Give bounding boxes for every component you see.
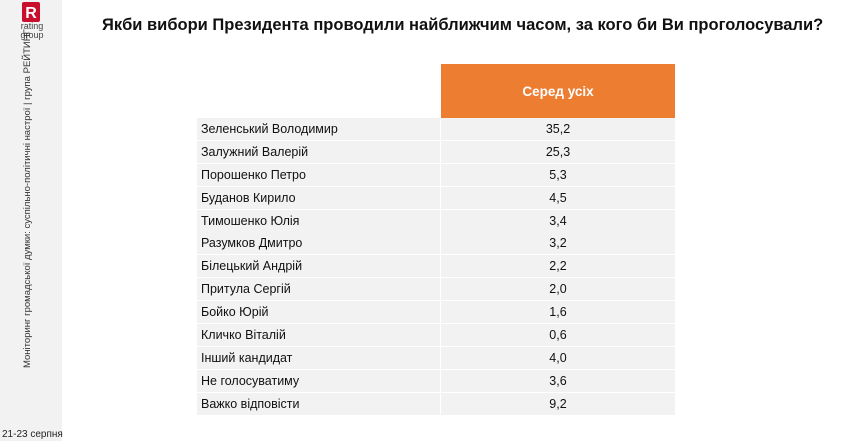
- candidate-value: 2,2: [549, 259, 567, 274]
- candidate-value: 9,2: [549, 396, 567, 411]
- table-row: Білецький Андрій 2,2: [197, 255, 675, 278]
- candidate-value: 0,6: [549, 328, 567, 343]
- candidate-value: 3,6: [549, 373, 567, 388]
- candidate-name: Кличко Віталій: [197, 324, 441, 347]
- sidebar: R rating group Моніторинг громадської ду…: [0, 0, 63, 441]
- candidate-name: Не голосуватиму: [197, 369, 441, 392]
- candidate-value: 35,2: [545, 122, 571, 136]
- logo-r-icon: R: [20, 2, 42, 22]
- table-row: Бойко Юрій 1,6: [197, 301, 675, 324]
- rating-group-logo: R rating group: [10, 2, 54, 40]
- candidate-value: 3,4: [549, 213, 567, 228]
- candidate-value: 4,0: [549, 350, 567, 365]
- candidate-value: 4,5: [549, 190, 567, 205]
- table-row: Важко відповісти 9,2: [197, 392, 675, 415]
- results-table: Серед усіх Зеленський Володимир 35,2 Залуж…: [197, 64, 675, 415]
- candidate-name: Інший кандидат: [197, 346, 441, 369]
- table-row: Залужний Валерій 25,3: [197, 140, 675, 163]
- table-row: Не голосуватиму 3,6: [197, 369, 675, 392]
- logo-line1: rating: [20, 21, 44, 31]
- candidate-name: Разумков Дмитро: [197, 232, 441, 255]
- candidate-value: 3,2: [549, 236, 567, 251]
- table-row: Інший кандидат 4,0: [197, 346, 675, 369]
- candidate-value: 2,0: [549, 282, 567, 297]
- candidate-name: Бойко Юрій: [197, 301, 441, 324]
- table-row: Притула Сергій 2,0: [197, 278, 675, 301]
- table-header: Серед усіх: [197, 64, 675, 118]
- candidate-name: Важко відповісти: [197, 392, 441, 415]
- candidate-value: 1,6: [549, 305, 567, 320]
- candidate-name: Притула Сергій: [197, 278, 441, 301]
- header-spacer: [197, 64, 441, 118]
- page-title: Якби вибори Президента проводили найближ…: [102, 16, 824, 34]
- candidate-name: Білецький Андрій: [197, 255, 441, 278]
- vertical-caption: Моніторинг громадської думки: суспільно-…: [22, 29, 33, 368]
- column-header-all: Серед усіх: [441, 64, 675, 118]
- table-row: Порошенко Петро 5,3: [197, 163, 675, 186]
- survey-date: 21-23 серпня: [2, 429, 63, 440]
- table-row: Кличко Віталій 0,6: [197, 324, 675, 347]
- candidate-value: 5,3: [549, 167, 567, 182]
- table-row: Зеленський Володимир 35,2: [197, 118, 675, 140]
- candidate-name: Зеленський Володимир: [197, 118, 441, 140]
- candidate-name: Буданов Кирило: [197, 186, 441, 209]
- candidate-name: Порошенко Петро: [197, 163, 441, 186]
- candidate-value: 25,3: [545, 144, 571, 159]
- table-body: Зеленський Володимир 35,2 Залужний Валерій…: [197, 118, 675, 415]
- table-row: Разумков Дмитро 3,2: [197, 232, 675, 255]
- table-row: Буданов Кирило 4,5: [197, 186, 675, 209]
- svg-text:R: R: [25, 5, 37, 22]
- candidate-name: Тимошенко Юлія: [197, 209, 441, 232]
- candidate-name: Залужний Валерій: [197, 140, 441, 163]
- logo-line2: group: [20, 30, 44, 40]
- table-row: Тимошенко Юлія 3,4: [197, 209, 675, 232]
